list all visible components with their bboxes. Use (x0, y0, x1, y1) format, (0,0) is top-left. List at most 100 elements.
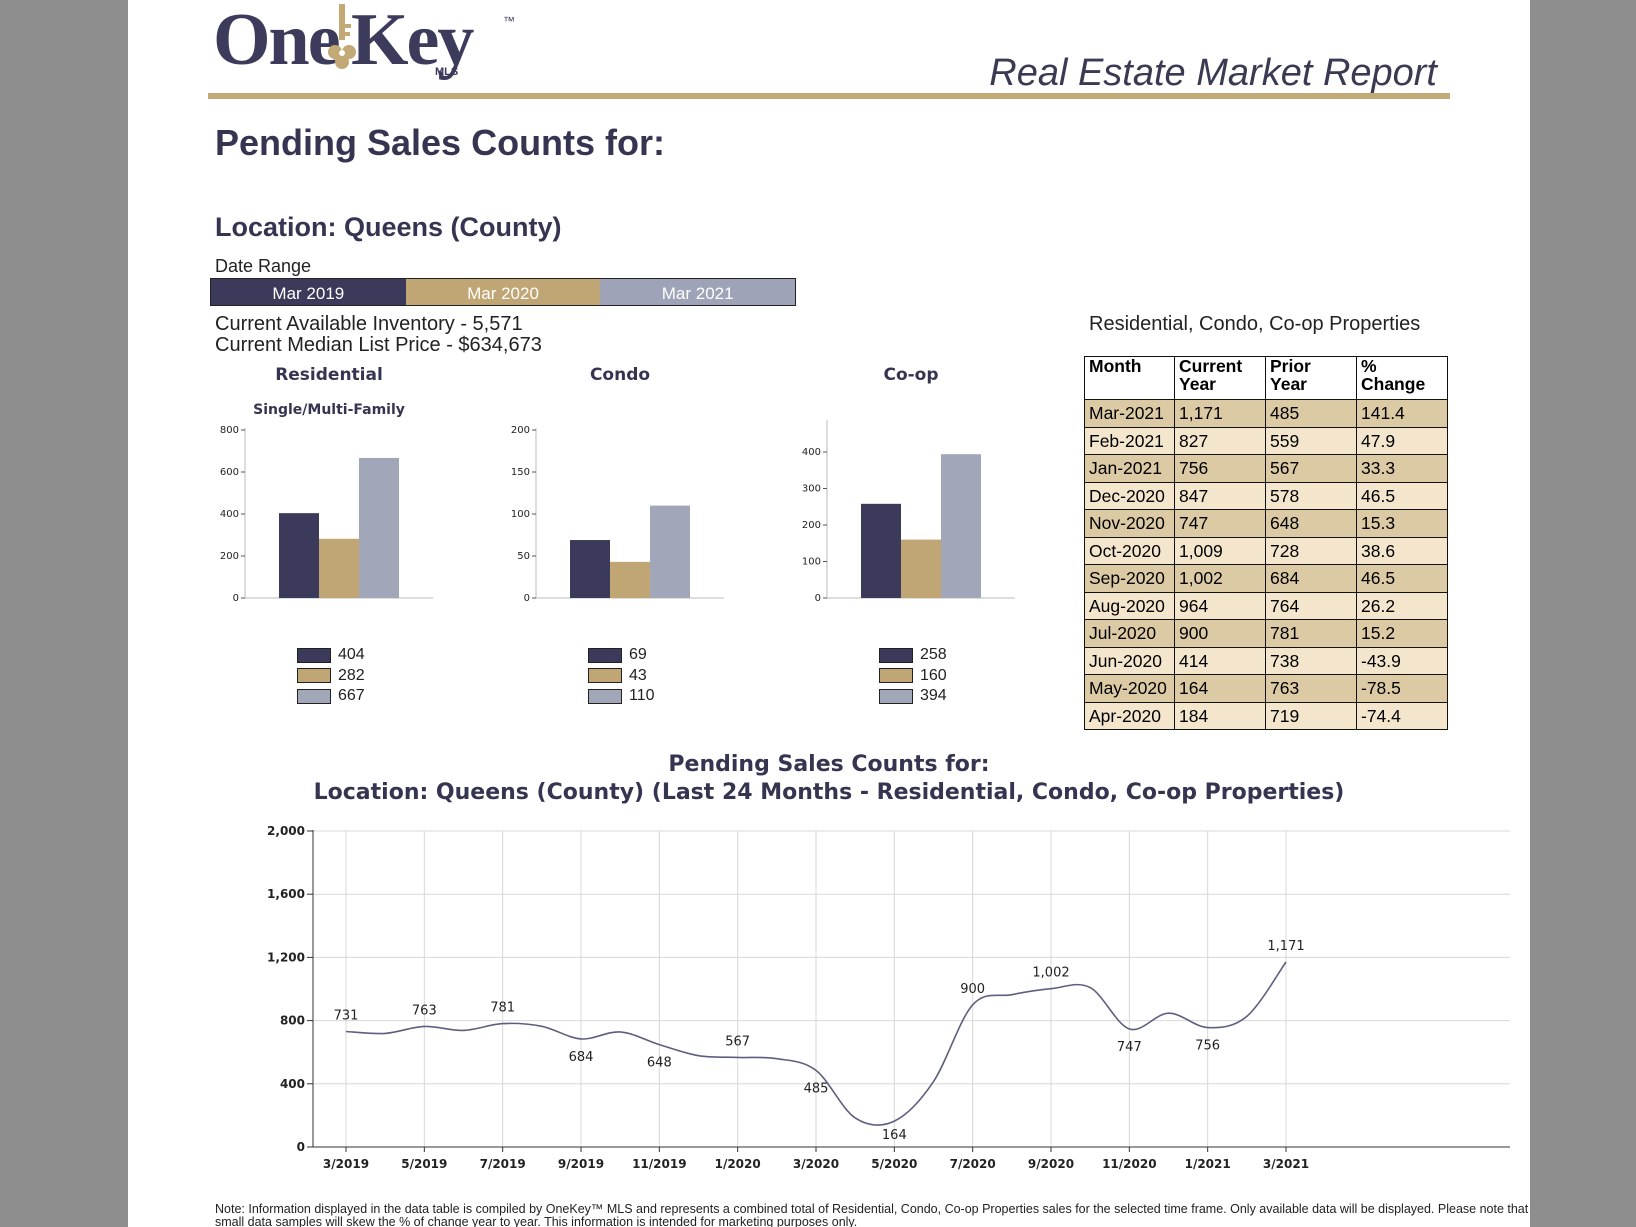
cell-current-year: 1,002 (1174, 564, 1266, 593)
y-tick-label: 0 (233, 593, 239, 604)
cell-current-year: 747 (1174, 509, 1266, 538)
bar-chart-title: Co-op (883, 366, 938, 385)
coop-bar-chart: Co-op 0 100 200 300 400 (802, 366, 1015, 604)
cell-percent-change: -78.5 (1356, 674, 1448, 703)
point-label: 756 (1195, 1039, 1220, 1054)
cell-prior-year: 559 (1265, 426, 1357, 455)
point-label: 684 (569, 1050, 594, 1065)
cell-percent-change: 46.5 (1356, 481, 1448, 510)
legend-value: 69 (629, 646, 647, 664)
y-tick-label: 50 (517, 551, 530, 562)
cell-current-year: 964 (1174, 591, 1266, 620)
legend-value: 282 (338, 666, 365, 684)
x-tick-label: 1/2020 (715, 1157, 761, 1171)
point-label: 781 (490, 1001, 515, 1016)
disclaimer-note: Note: Information displayed in the data … (215, 1202, 1529, 1227)
date-range-item-mar-2019: Mar 2019 (211, 279, 406, 305)
legend-swatch (297, 668, 331, 684)
table-row: Oct-2020 1,009 728 38.6 (1084, 536, 1448, 565)
table-header-row: Month Current Year Prior Year % Change (1084, 356, 1448, 400)
x-tick-label: 7/2020 (950, 1157, 996, 1171)
date-range-legend: Mar 2019 Mar 2020 Mar 2021 (210, 278, 796, 306)
point-label: 1,002 (1032, 966, 1069, 981)
legend-row: 282 (297, 666, 365, 687)
cell-percent-change: 15.3 (1356, 509, 1448, 538)
bar (570, 540, 610, 598)
y-tick-label: 0 (297, 1140, 305, 1154)
point-label: 567 (725, 1034, 750, 1049)
x-tick-label: 9/2019 (558, 1157, 604, 1171)
y-tick-label: 400 (802, 447, 821, 458)
cell-prior-year: 763 (1265, 674, 1357, 703)
report-title: Real Estate Market Report (989, 52, 1437, 94)
cell-percent-change: 26.2 (1356, 591, 1448, 620)
cell-percent-change: 38.6 (1356, 536, 1448, 565)
bar (650, 505, 690, 598)
point-label: 648 (647, 1056, 672, 1071)
y-tick-label: 150 (511, 467, 530, 478)
y-tick-label: 1,200 (267, 950, 305, 964)
pending-sales-table: Month Current Year Prior Year % Change Mar-… (1084, 356, 1448, 730)
cell-percent-change: -43.9 (1356, 646, 1448, 675)
condo-bar-chart: Condo 0 50 100 150 200 (511, 366, 724, 604)
page-title: Pending Sales Counts for: (215, 122, 666, 163)
legend-value: 404 (338, 646, 365, 664)
y-tick-label: 800 (280, 1014, 305, 1028)
table-body: Mar-2021 1,171 485 141.4 Feb-2021 827 559 47.9 J… (1084, 399, 1448, 730)
bar-chart-title: Condo (590, 366, 650, 385)
col-header-percent-change: % Change (1356, 356, 1448, 400)
key-icon (328, 4, 356, 69)
legend-row: 69 (588, 645, 655, 666)
cell-percent-change: 141.4 (1356, 399, 1448, 428)
cell-month: Jun-2020 (1084, 646, 1175, 675)
y-tick-label: 100 (802, 557, 821, 568)
report-page: One Key ™ MLS Real Estate Market Report … (128, 0, 1530, 1227)
point-label: 763 (412, 1003, 437, 1018)
table-row: Mar-2021 1,171 485 141.4 (1084, 399, 1448, 428)
point-label: 485 (804, 1081, 829, 1096)
bar (901, 539, 941, 598)
legend-value: 394 (920, 687, 947, 705)
cell-percent-change: 47.9 (1356, 426, 1448, 455)
y-tick-label: 800 (220, 425, 239, 436)
x-tick-label: 3/2020 (793, 1157, 839, 1171)
point-label: 731 (334, 1009, 359, 1024)
current-median-price: Current Median List Price - $634,673 (215, 334, 542, 356)
cell-month: Dec-2020 (1084, 481, 1175, 510)
logo-text-one: One (213, 0, 341, 81)
cell-month: Jan-2021 (1084, 454, 1175, 483)
cell-percent-change: -74.4 (1356, 701, 1448, 730)
col-header-current-year: Current Year (1174, 356, 1266, 400)
legend-value: 160 (920, 666, 947, 684)
table-row: Jul-2020 900 781 15.2 (1084, 619, 1448, 648)
current-inventory: Current Available Inventory - 5,571 (215, 313, 523, 335)
location-heading: Location: Queens (County) (215, 212, 562, 242)
y-tick-label: 400 (220, 509, 239, 520)
pending-sales-line-chart: 0 400 800 1,200 1,600 2,000 3/2019 5/2019 7/2019… (267, 824, 1510, 1171)
cell-prior-year: 728 (1265, 536, 1357, 565)
legend-row: 404 (297, 645, 365, 666)
legend-swatch (588, 647, 622, 663)
x-tick-label: 1/2021 (1185, 1157, 1231, 1171)
legend-row: 394 (879, 686, 947, 707)
series-line (345, 961, 1287, 1126)
date-range-item-mar-2021: Mar 2021 (600, 279, 796, 305)
legend-row: 160 (879, 666, 947, 687)
y-tick-label: 0 (524, 593, 530, 604)
cell-prior-year: 578 (1265, 481, 1357, 510)
legend-swatch (297, 647, 331, 663)
date-range-label: Date Range (215, 256, 312, 276)
line-chart-subtitle: Location: Queens (County) (Last 24 Month… (313, 780, 1345, 805)
legend-row: 258 (879, 645, 947, 666)
legend-swatch (879, 647, 913, 663)
bar (941, 454, 981, 598)
legend-swatch (297, 688, 331, 704)
cell-month: Mar-2021 (1084, 399, 1175, 428)
x-tick-label: 11/2020 (1102, 1157, 1156, 1171)
cell-prior-year: 485 (1265, 399, 1357, 428)
cell-prior-year: 567 (1265, 454, 1357, 483)
x-tick-label: 5/2019 (401, 1157, 447, 1171)
cell-current-year: 184 (1174, 701, 1266, 730)
table-row: Aug-2020 964 764 26.2 (1084, 591, 1448, 620)
cell-month: Nov-2020 (1084, 509, 1175, 538)
